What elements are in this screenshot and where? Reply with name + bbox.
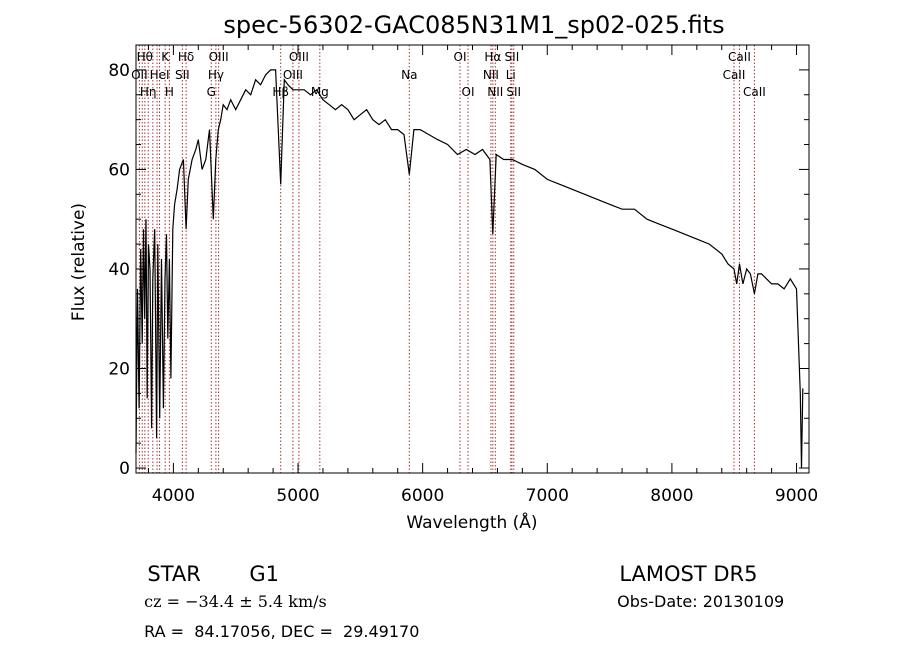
- spectral-line-label: Li: [506, 68, 516, 82]
- spectral-line-label: G: [207, 85, 216, 99]
- spectral-line-label: H: [165, 85, 174, 99]
- x-tick-label: 6000: [401, 486, 444, 506]
- spectral-line-label: OI: [454, 50, 467, 64]
- y-axis: 0 20 40 60 80: [108, 61, 809, 479]
- spectral-line-label: K: [161, 50, 170, 64]
- spectral-line-label: Hη: [140, 85, 157, 99]
- object-class: STAR: [134, 538, 201, 586]
- y-tick-label: 0: [119, 459, 130, 479]
- x-tick-label: 4000: [152, 486, 195, 506]
- redshift-readout: cz = −34.4 ± 5.4 km/s: [134, 573, 327, 611]
- redshift-label: cz = −34.4 ± 5.4 km/s: [144, 592, 327, 611]
- spectral-line-label: OII: [131, 68, 148, 82]
- spectrum-series-line: [135, 69, 804, 469]
- spectral-line-label: CaII: [723, 68, 746, 82]
- spectral-lines-layer: [138, 45, 755, 473]
- spectral-line-label: CaII: [743, 85, 766, 99]
- x-axis: 4000 5000 6000 7000 8000 9000: [147, 45, 818, 506]
- x-tick-label: 5000: [276, 486, 319, 506]
- spectral-line-label: Hγ: [208, 68, 224, 82]
- chart-title: spec-56302-GAC085N31M1_sp02-025.fits: [223, 11, 724, 39]
- object-subclass: G1: [236, 538, 279, 586]
- y-tick-label: 80: [108, 61, 130, 81]
- object-class-label: STAR: [147, 562, 201, 586]
- y-tick-label: 20: [108, 359, 130, 379]
- obs-date-label: Obs-Date: 20130109: [617, 592, 785, 611]
- spectral-line-label: OIII: [209, 50, 229, 64]
- spectral-line-label: Hδ: [178, 50, 194, 64]
- spectral-line-labels: OIIHθHηHeIKHSIIHδGHγOIIIHβOIIIOIIIMgNaOI…: [131, 50, 766, 99]
- object-subclass-label: G1: [249, 562, 279, 586]
- spectral-line-label: NII: [483, 68, 499, 82]
- spectral-line-label: Na: [401, 68, 417, 82]
- spectral-line-label: SII: [506, 85, 521, 99]
- coordinates-label: RA = 84.17056, DEC = 29.49170: [144, 622, 420, 641]
- spectral-line-label: OIII: [283, 68, 303, 82]
- plot-frame: [135, 44, 810, 474]
- spectral-line-label: OIII: [289, 50, 309, 64]
- x-tick-label: 8000: [650, 486, 693, 506]
- y-tick-label: 60: [108, 160, 130, 180]
- spectral-line-label: HeI: [150, 68, 170, 82]
- x-tick-label: 7000: [526, 486, 569, 506]
- survey-name: LAMOST DR5: [606, 538, 758, 586]
- spectral-line-label: NII: [487, 85, 503, 99]
- spectral-line-label: Hα: [484, 50, 501, 64]
- survey-name-label: LAMOST DR5: [619, 562, 758, 586]
- spectral-line-label: SII: [175, 68, 190, 82]
- spectral-line-label: Mg: [311, 85, 329, 99]
- y-axis-label: Flux (relative): [69, 203, 89, 321]
- spectral-line-label: OI: [462, 85, 475, 99]
- y-tick-label: 40: [108, 260, 130, 280]
- spectral-line-label: CaII: [728, 50, 751, 64]
- spectral-line-label: SII: [505, 50, 520, 64]
- x-axis-label: Wavelength (Å): [406, 511, 537, 533]
- spectral-line-label: Hθ: [137, 50, 153, 64]
- obs-date-readout: Obs-Date: 20130109: [607, 573, 784, 611]
- coordinates-readout: RA = 84.17056, DEC = 29.49170: [134, 603, 419, 641]
- spectral-line-label: Hβ: [272, 85, 289, 99]
- x-tick-label: 9000: [775, 486, 818, 506]
